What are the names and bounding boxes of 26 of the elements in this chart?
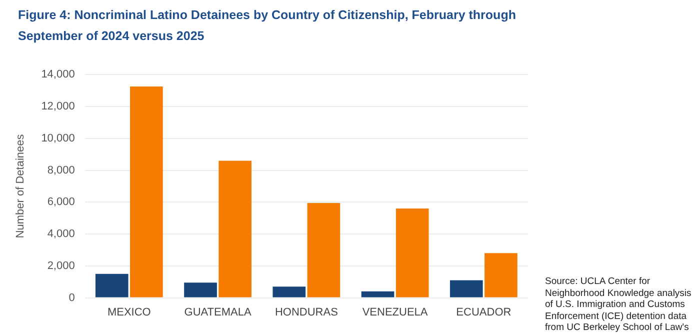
bar [130, 86, 163, 298]
bar [307, 202, 340, 298]
bar [218, 160, 252, 298]
y-tick-label: 10,000 [41, 132, 75, 144]
bar [484, 253, 518, 298]
y-tick-label: 6,000 [47, 196, 75, 208]
y-tick-label: 0 [68, 292, 75, 304]
x-tick-label: MEXICO [107, 306, 152, 318]
bar [450, 280, 483, 298]
y-axis-title: Number of Detainees [14, 134, 27, 238]
y-tick-label: 4,000 [47, 228, 75, 240]
x-tick-label: GUATEMALA [184, 306, 252, 318]
x-tick-label: ECUADOR [456, 306, 512, 318]
y-tick-label: 8,000 [47, 164, 75, 176]
x-tick-label: VENEZUELA [362, 306, 428, 318]
bar [272, 286, 306, 298]
chart-title: Figure 4: Noncriminal Latino Detainees by Country of Citizenship, February through September of 2024 versus 2025 [18, 7, 517, 45]
bar [396, 208, 429, 298]
x-tick-label: HONDURAS [274, 306, 338, 318]
y-tick-label: 12,000 [41, 100, 75, 113]
y-tick-label: 2,000 [47, 260, 75, 272]
bar [95, 274, 128, 298]
bar [184, 282, 217, 298]
bar [361, 291, 394, 298]
source-note: Source: UCLA Center for Neighborhood Knowledge analysis of U.S. Immigration and Customs Enforcement (ICE) detention data from UC Berkeley School of Law's [545, 276, 692, 334]
y-tick-label: 14,000 [41, 68, 75, 81]
